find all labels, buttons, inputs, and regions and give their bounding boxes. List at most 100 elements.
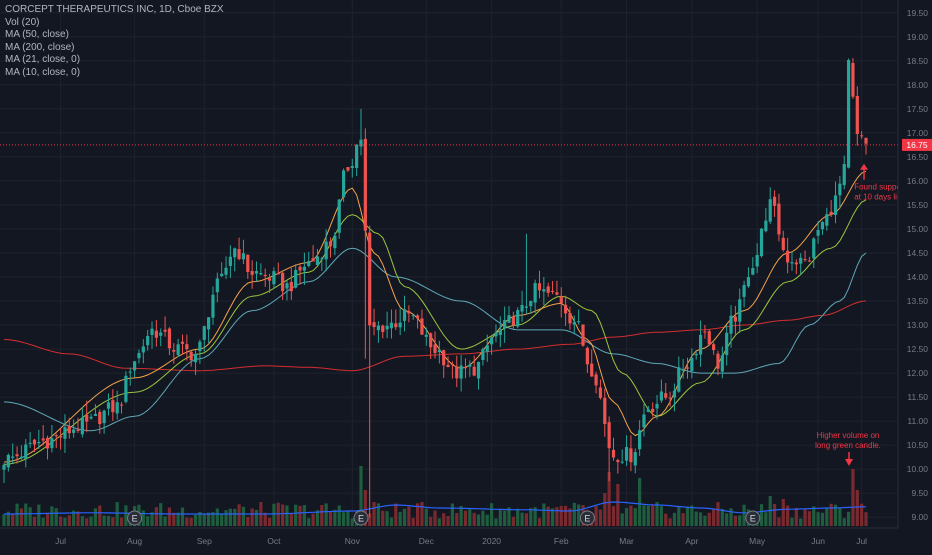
candle-body (846, 60, 851, 168)
volume-bar (289, 513, 293, 526)
volume-bar (664, 513, 668, 526)
volume-bar (777, 517, 781, 526)
volume-bar (685, 506, 690, 526)
legend-item[interactable]: MA (21, close, 0) (5, 54, 81, 65)
candle-body (420, 318, 424, 335)
candle-body (285, 283, 289, 289)
candle-body (446, 364, 450, 368)
volume-bar (524, 513, 529, 526)
x-tick-label: Oct (267, 536, 281, 546)
volume-bar (407, 506, 411, 526)
y-tick-label: 11.00 (907, 416, 928, 426)
volume-bar (115, 502, 119, 526)
volume-bar (733, 515, 737, 526)
candle-body (503, 320, 507, 329)
volume-bar (80, 516, 84, 526)
candle-body (716, 353, 720, 369)
candle-body (263, 274, 267, 277)
candle-body (24, 444, 28, 459)
legend-item[interactable]: MA (200, close) (5, 41, 75, 53)
candle-body (751, 268, 755, 275)
volume-bar (812, 506, 816, 526)
volume-bar (272, 503, 276, 526)
volume-bar (638, 478, 642, 526)
candle-body (45, 437, 50, 449)
volume-bar (111, 517, 115, 526)
legend-item[interactable]: MA (50, close) (5, 29, 69, 40)
volume-bar (429, 516, 433, 526)
x-tick-label: Jul (856, 536, 867, 546)
volume-bar (642, 505, 646, 526)
volume-bar (281, 504, 285, 526)
candle-body (311, 258, 315, 262)
candle-body (646, 409, 650, 412)
candle-body (472, 366, 476, 376)
candle-body (772, 196, 777, 206)
volume-bar (738, 515, 742, 526)
x-tick-label: Nov (345, 536, 361, 546)
volume-bar (437, 518, 441, 526)
candle-body (690, 357, 694, 372)
candle-body (85, 414, 89, 422)
volume-bar (180, 507, 185, 526)
volume-bar (254, 509, 259, 526)
candle-body (346, 167, 350, 171)
volume-bar (624, 508, 629, 526)
volume-bar (433, 510, 437, 526)
candle-body (333, 235, 337, 249)
volume-bar (476, 514, 481, 526)
volume-bar (855, 490, 859, 526)
volume-bar (611, 506, 616, 526)
candle-body (359, 139, 363, 147)
volume-bar (607, 472, 611, 526)
volume-bar (838, 507, 842, 526)
candle-body (237, 249, 241, 260)
candle-body (520, 304, 524, 312)
candle-body (19, 456, 24, 459)
volume-bar (150, 512, 154, 526)
current-price-label: 16.75 (906, 140, 928, 150)
candle-body (555, 292, 559, 295)
candle-body (159, 332, 163, 336)
candle-body (598, 387, 603, 398)
y-tick-label: 16.00 (907, 176, 929, 186)
volume-bar (202, 513, 206, 526)
volume-bar (489, 503, 494, 526)
y-tick-label: 15.50 (907, 200, 929, 210)
volume-bar (89, 516, 93, 526)
candle-body (355, 144, 359, 168)
volume-bar (119, 517, 124, 526)
candle-body (611, 449, 616, 458)
volume-bar (542, 503, 546, 526)
volume-bar (537, 518, 542, 526)
legend-item[interactable]: MA (10, close, 0) (5, 66, 81, 78)
candle-body (150, 328, 154, 335)
candle-body (337, 199, 341, 233)
chart-legend: CORCEPT THERAPEUTICS INC, 1D, Cboe BZX V… (5, 4, 224, 79)
candle-body (167, 328, 172, 349)
volume-bar (328, 512, 333, 526)
candle-body (368, 232, 372, 326)
volume-bar (594, 505, 598, 526)
candle-body (851, 62, 855, 97)
candle-body (572, 322, 576, 325)
y-tick-label: 16.50 (907, 152, 929, 162)
volume-bar (2, 514, 6, 526)
candle-body (450, 364, 455, 366)
candle-body (677, 367, 681, 392)
volume-bar (32, 516, 37, 526)
grid (0, 0, 898, 528)
candle-body (755, 254, 759, 267)
candle-body (11, 456, 15, 458)
y-axis: 19.50 19.00 18.50 18.00 17.50 17.00 16.50 16.00… (897, 0, 932, 550)
volume-bar (141, 510, 145, 526)
volume-bar (651, 504, 655, 526)
volume-bar (24, 503, 28, 526)
volume-bar (598, 509, 603, 526)
volume-bar (564, 505, 568, 526)
candle-body (833, 195, 838, 215)
candle-body (111, 400, 115, 413)
legend-item[interactable]: Vol (20) (5, 16, 40, 28)
y-tick-label: 13.00 (907, 320, 929, 330)
